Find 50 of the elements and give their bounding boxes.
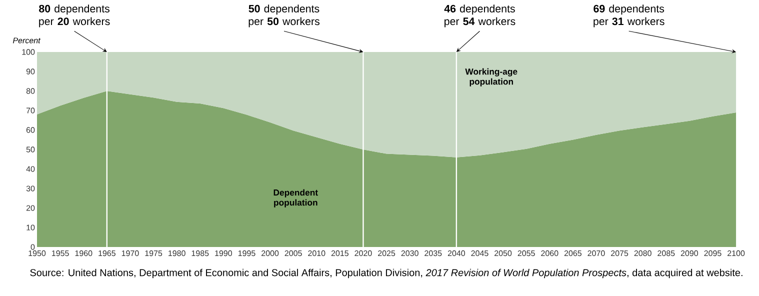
y-axis-title: Percent xyxy=(12,38,41,44)
series-label: Working-age population xyxy=(465,68,518,86)
x-tick-label: 2020 xyxy=(354,250,372,256)
x-tick-label: 2040 xyxy=(448,250,466,256)
annotation: 80 dependents per 20 workers xyxy=(39,4,110,28)
y-tick-label: 0 xyxy=(30,244,35,250)
x-tick-label: 2045 xyxy=(471,250,488,256)
y-tick-label: 100 xyxy=(22,49,35,55)
x-tick-label: 1990 xyxy=(215,250,232,256)
x-tick-label: 2080 xyxy=(634,250,652,256)
x-tick-label: 1965 xyxy=(98,250,116,256)
x-tick-label: 2100 xyxy=(728,250,745,256)
y-tick-label: 10 xyxy=(26,224,35,230)
x-tick-label: 2010 xyxy=(308,250,326,256)
x-tick-label: 1970 xyxy=(122,250,139,256)
series-label: Dependent population xyxy=(274,189,318,208)
x-tick-label: 2015 xyxy=(331,250,348,256)
x-tick-label: 2025 xyxy=(378,250,396,256)
annotation: 46 dependents per 54 workers xyxy=(444,4,516,28)
x-tick-label: 1995 xyxy=(238,250,256,256)
x-tick-label: 2005 xyxy=(284,250,302,256)
y-tick-label: 80 xyxy=(26,88,35,94)
x-tick-label: 1960 xyxy=(75,250,92,256)
x-tick-label: 2050 xyxy=(494,250,512,256)
x-tick-label: 1980 xyxy=(168,250,186,256)
x-tick-label: 2075 xyxy=(611,250,628,256)
y-tick-label: 30 xyxy=(26,186,35,192)
x-tick-label: 2090 xyxy=(680,250,698,256)
y-tick-label: 20 xyxy=(26,205,35,211)
x-tick-label: 2065 xyxy=(564,250,582,256)
x-tick-label: 2030 xyxy=(401,250,418,256)
x-tick-label: 2095 xyxy=(704,250,722,256)
annotation: 50 dependents per 50 workers xyxy=(248,4,320,28)
x-tick-label: 1950 xyxy=(28,250,46,256)
y-tick-label: 70 xyxy=(26,108,35,114)
x-tick-label: 2070 xyxy=(588,250,605,256)
y-tick-label: 90 xyxy=(26,68,35,74)
y-tick-label: 60 xyxy=(26,127,35,133)
y-tick-label: 40 xyxy=(26,166,35,172)
annotation: 69 dependents per 31 workers xyxy=(594,4,664,28)
x-tick-label: 1985 xyxy=(192,250,209,256)
x-tick-label: 2085 xyxy=(658,250,675,256)
x-tick-label: 1975 xyxy=(145,250,162,256)
x-tick-label: 2000 xyxy=(262,250,279,256)
source-note: Source: United Nations, Department of Economic and Social Affairs, Population Division, 2017 Revision of World Population Prospects, data acquired at website. xyxy=(30,268,742,278)
x-tick-label: 2035 xyxy=(424,250,442,256)
x-tick-label: 1955 xyxy=(52,250,69,256)
x-tick-label: 2060 xyxy=(541,250,558,256)
x-tick-label: 2055 xyxy=(518,250,535,256)
y-tick-label: 50 xyxy=(26,146,35,152)
